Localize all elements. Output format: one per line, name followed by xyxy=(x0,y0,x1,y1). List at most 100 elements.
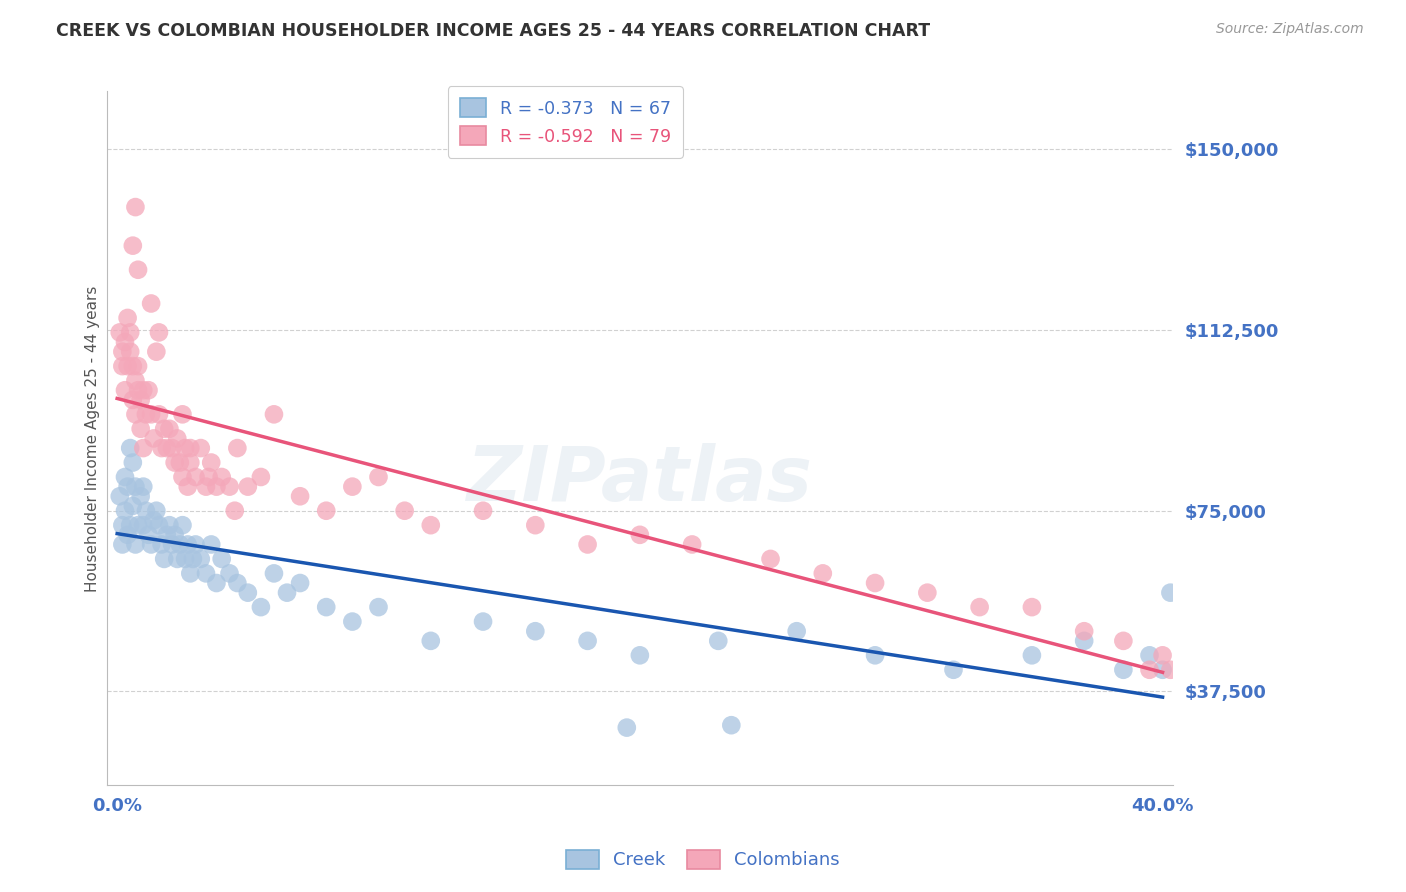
Point xyxy=(114,504,136,518)
Point xyxy=(135,504,157,518)
Point xyxy=(166,552,188,566)
Point xyxy=(138,528,160,542)
Point xyxy=(145,504,167,518)
Point xyxy=(263,408,285,422)
Point xyxy=(127,359,149,373)
Point xyxy=(121,499,143,513)
Point xyxy=(156,441,179,455)
Point xyxy=(184,537,207,551)
Point xyxy=(121,359,143,373)
Point xyxy=(160,537,183,551)
Point xyxy=(121,456,143,470)
Point xyxy=(419,518,441,533)
Point xyxy=(759,552,782,566)
Point xyxy=(218,480,240,494)
Point xyxy=(124,537,146,551)
Point xyxy=(394,504,416,518)
Point xyxy=(124,200,146,214)
Point xyxy=(114,383,136,397)
Point xyxy=(111,344,134,359)
Point xyxy=(179,456,201,470)
Point xyxy=(1159,585,1181,599)
Point xyxy=(124,480,146,494)
Y-axis label: Householder Income Ages 25 - 44 years: Householder Income Ages 25 - 44 years xyxy=(86,285,100,591)
Point xyxy=(1139,663,1161,677)
Point xyxy=(157,518,180,533)
Text: ZIPatlas: ZIPatlas xyxy=(467,443,813,517)
Point xyxy=(121,392,143,407)
Point xyxy=(172,470,194,484)
Point xyxy=(681,537,703,551)
Point xyxy=(142,513,165,527)
Point xyxy=(1112,663,1135,677)
Point xyxy=(200,537,222,551)
Point xyxy=(160,441,183,455)
Point xyxy=(127,383,149,397)
Point xyxy=(129,489,152,503)
Point xyxy=(226,441,249,455)
Point xyxy=(863,648,886,663)
Point xyxy=(148,408,170,422)
Text: Source: ZipAtlas.com: Source: ZipAtlas.com xyxy=(1216,22,1364,37)
Point xyxy=(524,624,547,639)
Point xyxy=(1073,624,1095,639)
Point xyxy=(139,408,162,422)
Point xyxy=(1139,648,1161,663)
Point xyxy=(139,296,162,310)
Point xyxy=(250,600,273,615)
Point xyxy=(117,528,139,542)
Point xyxy=(111,518,134,533)
Point xyxy=(117,359,139,373)
Point xyxy=(419,633,441,648)
Legend: Creek, Colombians: Creek, Colombians xyxy=(557,840,849,879)
Point xyxy=(117,310,139,325)
Point xyxy=(1021,600,1043,615)
Point xyxy=(628,528,651,542)
Point xyxy=(120,326,142,340)
Point xyxy=(132,480,155,494)
Point xyxy=(181,552,204,566)
Point xyxy=(156,528,179,542)
Point xyxy=(120,344,142,359)
Point xyxy=(288,489,311,503)
Point xyxy=(120,518,142,533)
Point xyxy=(121,238,143,252)
Point xyxy=(342,615,364,629)
Point xyxy=(576,537,599,551)
Point xyxy=(145,344,167,359)
Point xyxy=(129,392,152,407)
Point xyxy=(124,408,146,422)
Point xyxy=(628,648,651,663)
Point xyxy=(524,518,547,533)
Point xyxy=(211,470,233,484)
Point xyxy=(1159,663,1181,677)
Point xyxy=(315,600,337,615)
Point xyxy=(200,456,222,470)
Point xyxy=(863,576,886,591)
Point xyxy=(367,600,389,615)
Point xyxy=(111,537,134,551)
Point xyxy=(197,470,219,484)
Point xyxy=(236,480,259,494)
Point xyxy=(1073,633,1095,648)
Point xyxy=(179,441,201,455)
Point xyxy=(263,566,285,581)
Point xyxy=(148,518,170,533)
Point xyxy=(177,537,200,551)
Point xyxy=(211,552,233,566)
Point xyxy=(205,576,228,591)
Point xyxy=(117,480,139,494)
Point xyxy=(163,528,186,542)
Point xyxy=(132,441,155,455)
Point xyxy=(190,552,212,566)
Text: CREEK VS COLOMBIAN HOUSEHOLDER INCOME AGES 25 - 44 YEARS CORRELATION CHART: CREEK VS COLOMBIAN HOUSEHOLDER INCOME AG… xyxy=(56,22,931,40)
Point xyxy=(124,374,146,388)
Point xyxy=(148,326,170,340)
Point xyxy=(163,456,186,470)
Point xyxy=(153,552,176,566)
Point xyxy=(127,518,149,533)
Point xyxy=(129,422,152,436)
Point xyxy=(218,566,240,581)
Point xyxy=(111,359,134,373)
Point xyxy=(150,537,173,551)
